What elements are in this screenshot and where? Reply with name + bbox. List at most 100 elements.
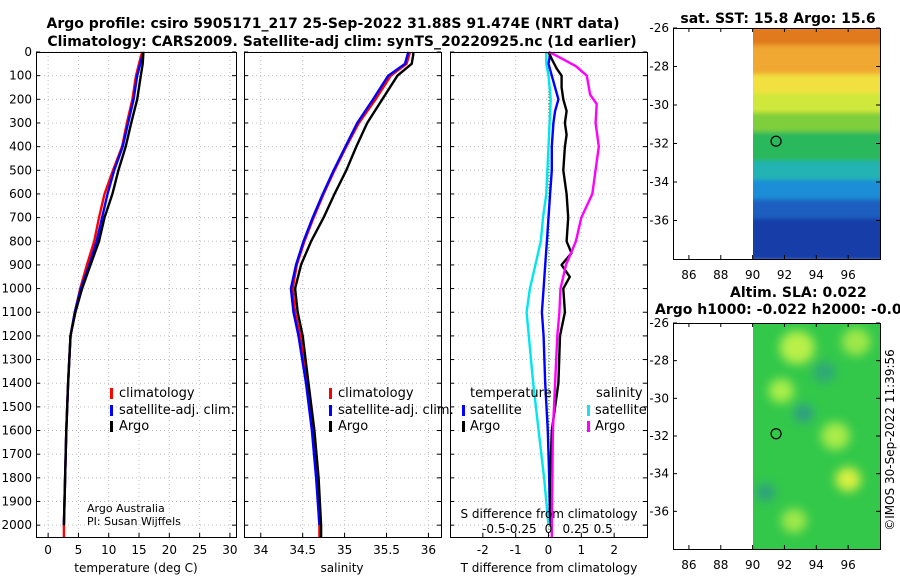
difference-panel: -2 -1 0 1 2 -0.5 -0.25 0 0.25 0.5 T difference fr…	[450, 50, 648, 575]
series-line-climatology	[291, 51, 412, 537]
legend-swatch-argo-t	[462, 421, 465, 432]
sla-map-title-line2: Argo h1000: -0.022 h2000: -0.05	[655, 302, 900, 318]
series-line-satellite-adj-clim-	[289, 51, 410, 526]
x-tick-label: 86	[681, 558, 696, 572]
y-tick-label: -28	[649, 60, 669, 74]
temperature-lines	[62, 51, 145, 537]
x-tick-label: 34.5	[289, 543, 316, 557]
legend-swatch-satellite	[329, 405, 332, 416]
legend-label-climatology: climatology	[338, 386, 414, 401]
y-tick-label: -36	[649, 214, 669, 228]
series-line-satellite-temperature-	[540, 51, 560, 526]
legend-swatch-climatology	[329, 388, 332, 399]
credit-line1: Argo Australia	[87, 502, 165, 515]
argo-position-marker	[770, 135, 782, 147]
x-tick-label: 0	[44, 543, 52, 557]
x-tick-label: 35.5	[373, 543, 400, 557]
y-tick-label: 2000	[1, 518, 32, 532]
legend-label-satellite: satellite-adj. clim.	[338, 403, 454, 418]
s-tick-label: -0.5	[482, 522, 505, 536]
x-tick-label: 34	[253, 543, 268, 557]
sst-band	[753, 199, 880, 223]
y-tick-label: 100	[9, 69, 32, 83]
x-tick-label: 20	[162, 543, 177, 557]
sla-anomaly	[779, 330, 815, 365]
series-line-satellite-salinity-	[525, 52, 552, 526]
y-tick-label: 400	[9, 140, 32, 154]
difference-xlabel-t: T difference from climatology	[460, 561, 638, 575]
x-tick-label: 92	[777, 268, 792, 282]
y-tick-label: 0	[24, 45, 32, 59]
sla-map-ticks: 86 88 90 92 94 96 -26 -28 -30 -32 -34 -36	[649, 316, 880, 572]
sla-anomaly	[813, 361, 836, 383]
legend-swatch-satellite	[110, 405, 113, 416]
figure-title-line2: Climatology: CARS2009. Satellite-adj cli…	[47, 34, 636, 50]
temperature-panel: 0100200300400500600700800900100011001200…	[1, 45, 237, 575]
s-tick-label: 0.5	[594, 522, 613, 536]
x-tick-label: 5	[75, 543, 83, 557]
legend-swatch-satellite-t	[462, 405, 465, 416]
sst-map-title: sat. SST: 15.8 Argo: 15.6	[680, 11, 875, 27]
sst-band	[753, 45, 880, 79]
y-tick-label: 900	[9, 258, 32, 272]
y-tick-label: 1300	[1, 353, 32, 367]
salinity-grid	[244, 51, 441, 537]
y-tick-label: 1600	[1, 424, 32, 438]
legend-swatch-argo	[329, 421, 332, 432]
y-tick-label: 800	[9, 234, 32, 248]
x-tick-label: 88	[713, 558, 728, 572]
x-tick-label: 88	[713, 268, 728, 282]
temperature-legend: climatology satellite-adj. clim. Argo	[110, 386, 235, 434]
series-line-argo	[62, 51, 145, 526]
y-tick-label: -36	[649, 504, 669, 518]
y-tick-label: -32	[649, 137, 669, 151]
temperature-axes-box	[36, 52, 237, 538]
x-tick-label: 92	[777, 558, 792, 572]
x-tick-label: 25	[192, 543, 207, 557]
salinity-axes-box	[244, 52, 442, 538]
y-tick-label: -34	[649, 175, 669, 189]
y-tick-label: -34	[649, 467, 669, 481]
sst-band	[753, 218, 880, 260]
x-tick-label: -2	[477, 543, 489, 557]
sla-anomaly	[821, 422, 850, 450]
sst-map-ticks: 86 88 90 92 94 96 -26 -28 -30 -32 -34 -36	[649, 21, 880, 282]
x-tick-label: 15	[131, 543, 146, 557]
sla-anomaly	[768, 378, 795, 403]
x-tick-label: 96	[841, 558, 856, 572]
sla-anomaly	[781, 508, 807, 533]
x-tick-label: 0	[545, 543, 553, 557]
legend-label-argo-s: Argo	[595, 419, 625, 434]
difference-ticks: -2 -1 0 1 2 -0.5 -0.25 0 0.25 0.5	[450, 51, 647, 557]
imos-watermark: ©IMOS 30-Sep-2022 11:39:56	[883, 349, 897, 531]
argo-position-marker	[770, 428, 782, 440]
x-tick-label: 30	[222, 543, 237, 557]
difference-axes-box	[450, 52, 648, 538]
difference-legend: temperature salinity satellite Argo sate…	[462, 386, 647, 434]
y-tick-label: 1100	[1, 305, 32, 319]
salinity-lines	[289, 51, 415, 537]
salinity-ticks: 34 34.5 35 35.5 36	[244, 51, 441, 557]
sst-band	[753, 28, 880, 50]
y-tick-label: -28	[649, 354, 669, 368]
sst-band	[753, 180, 880, 204]
series-line-argo-temperature-	[547, 51, 573, 526]
legend-swatch-satellite-s	[587, 405, 590, 416]
y-tick-label: -32	[649, 429, 669, 443]
figure-title-line1: Argo profile: csiro 5905171_217 25-Sep-2…	[47, 16, 620, 32]
s-tick-label: -0.25	[506, 522, 537, 536]
series-line-argo-salinity-	[548, 50, 600, 537]
sst-bands	[753, 28, 880, 260]
x-tick-label: 86	[681, 268, 696, 282]
y-tick-label: 1900	[1, 495, 32, 509]
y-tick-label: 1400	[1, 376, 32, 390]
y-tick-label: -30	[649, 391, 669, 405]
sla-anomaly	[755, 483, 775, 502]
x-tick-label: 1	[578, 543, 586, 557]
y-tick-label: 300	[9, 116, 32, 130]
sst-band	[753, 93, 880, 117]
legend-swatch-climatology	[110, 388, 113, 399]
x-tick-label: -1	[510, 543, 522, 557]
legend-label-satellite-s: satellite	[595, 403, 647, 418]
